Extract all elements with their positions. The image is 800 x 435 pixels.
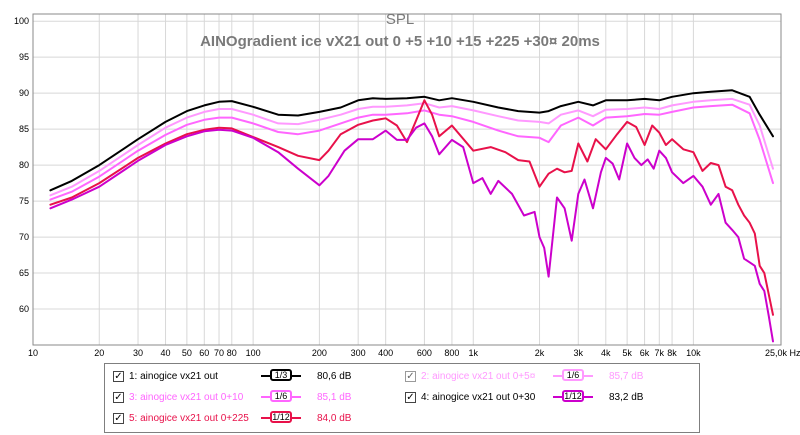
- legend-label-4: 4: ainogice vx21 out 0+30: [421, 391, 536, 403]
- x-tick-label: 6k: [640, 348, 650, 358]
- legend-line-swatch-1[interactable]: 1/3: [261, 368, 301, 384]
- y-tick-label: 85: [19, 124, 29, 134]
- legend-label-1: 1: ainogice vx21 out: [129, 370, 218, 382]
- x-tick-label: 20: [94, 348, 104, 358]
- legend-line-swatch-4[interactable]: 1/12: [553, 389, 593, 405]
- legend-value-3: 85,1 dB: [317, 391, 352, 403]
- legend-line-swatch-3[interactable]: 1/6: [261, 389, 301, 405]
- x-tick-label: 25,0k Hz: [765, 348, 800, 358]
- legend-item-2[interactable]: ✓ 2: ainogice vx21 out 0+5¤ 1/6 85,7 dB: [405, 368, 659, 384]
- x-tick-label: 300: [351, 348, 366, 358]
- y-tick-label: 90: [19, 88, 29, 98]
- series-line-2: [49, 97, 774, 197]
- y-tick-label: 60: [19, 304, 29, 314]
- legend-checkbox-3[interactable]: ✓: [113, 391, 124, 403]
- series-line-4: [49, 122, 774, 343]
- legend-item-3[interactable]: ✓ 3: ainogice vx21 out 0+10 1/6 85,1 dB: [113, 389, 367, 405]
- legend-value-1: 80,6 dB: [317, 370, 352, 382]
- x-tick-label: 100: [246, 348, 261, 358]
- legend-checkbox-2[interactable]: ✓: [405, 370, 416, 382]
- legend-smoothing-4[interactable]: 1/12: [562, 390, 584, 402]
- x-tick-label: 10k: [686, 348, 701, 358]
- y-tick-label: 70: [19, 232, 29, 242]
- legend-checkbox-1[interactable]: ✓: [113, 370, 124, 382]
- legend-value-4: 83,2 dB: [609, 391, 644, 403]
- legend-panel: ✓ 1: ainogice vx21 out 1/3 80,6 dB ✓ 2: …: [104, 363, 700, 433]
- legend-checkbox-4[interactable]: ✓: [405, 391, 416, 403]
- x-tick-label: 1k: [469, 348, 479, 358]
- x-tick-label: 5k: [622, 348, 632, 358]
- y-tick-label: 80: [19, 160, 29, 170]
- legend-item-5[interactable]: ✓ 5: ainogice vx21 out 0+225 1/12 84,0 d…: [113, 410, 367, 426]
- plot-area: [33, 14, 781, 345]
- series-line-3: [49, 103, 774, 201]
- x-tick-label: 80: [227, 348, 237, 358]
- legend-line-swatch-5[interactable]: 1/12: [261, 410, 301, 426]
- legend-smoothing-3[interactable]: 1/6: [270, 390, 292, 402]
- legend-value-5: 84,0 dB: [317, 412, 352, 424]
- legend-line-swatch-2[interactable]: 1/6: [553, 368, 593, 384]
- x-tick-label: 200: [312, 348, 327, 358]
- legend-checkbox-5[interactable]: ✓: [113, 412, 124, 424]
- x-tick-label: 7k: [655, 348, 665, 358]
- x-tick-label: 8k: [667, 348, 677, 358]
- x-tick-label: 2k: [535, 348, 545, 358]
- x-tick-label: 4k: [601, 348, 611, 358]
- x-tick-label: 60: [199, 348, 209, 358]
- x-tick-label: 800: [444, 348, 459, 358]
- x-tick-label: 30: [133, 348, 143, 358]
- legend-smoothing-5[interactable]: 1/12: [270, 411, 292, 423]
- series-line-1: [49, 89, 774, 192]
- plot-frame: [32, 13, 782, 346]
- legend-label-5: 5: ainogice vx21 out 0+225: [129, 412, 249, 424]
- x-tick-label: 400: [378, 348, 393, 358]
- legend-label-2: 2: ainogice vx21 out 0+5¤: [421, 370, 536, 382]
- chart-subtitle: AINOgradient ice vX21 out 0 +5 +10 +15 +…: [200, 33, 600, 50]
- series-line-5: [49, 99, 774, 316]
- x-tick-label: 600: [417, 348, 432, 358]
- legend-value-2: 85,7 dB: [609, 370, 644, 382]
- legend-item-1[interactable]: ✓ 1: ainogice vx21 out 1/3 80,6 dB: [113, 368, 367, 384]
- x-tick-label: 40: [161, 348, 171, 358]
- legend-label-3: 3: ainogice vx21 out 0+10: [129, 391, 244, 403]
- y-tick-label: 65: [19, 268, 29, 278]
- x-tick-label: 3k: [574, 348, 584, 358]
- chart-title: SPL: [386, 11, 414, 28]
- x-tick-label: 50: [182, 348, 192, 358]
- legend-item-4[interactable]: ✓ 4: ainogice vx21 out 0+30 1/12 83,2 dB: [405, 389, 659, 405]
- x-tick-label: 10: [28, 348, 38, 358]
- legend-smoothing-2[interactable]: 1/6: [562, 369, 584, 381]
- x-tick-label: 70: [214, 348, 224, 358]
- y-tick-label: 95: [19, 52, 29, 62]
- spl-chart: 60 65 70 75 80 85 90 95 100 10 20 30 40 50 60 70 80 100 20…: [14, 11, 800, 358]
- legend-smoothing-1[interactable]: 1/3: [270, 369, 292, 381]
- y-tick-label: 75: [19, 196, 29, 206]
- y-tick-label: 100: [14, 16, 29, 26]
